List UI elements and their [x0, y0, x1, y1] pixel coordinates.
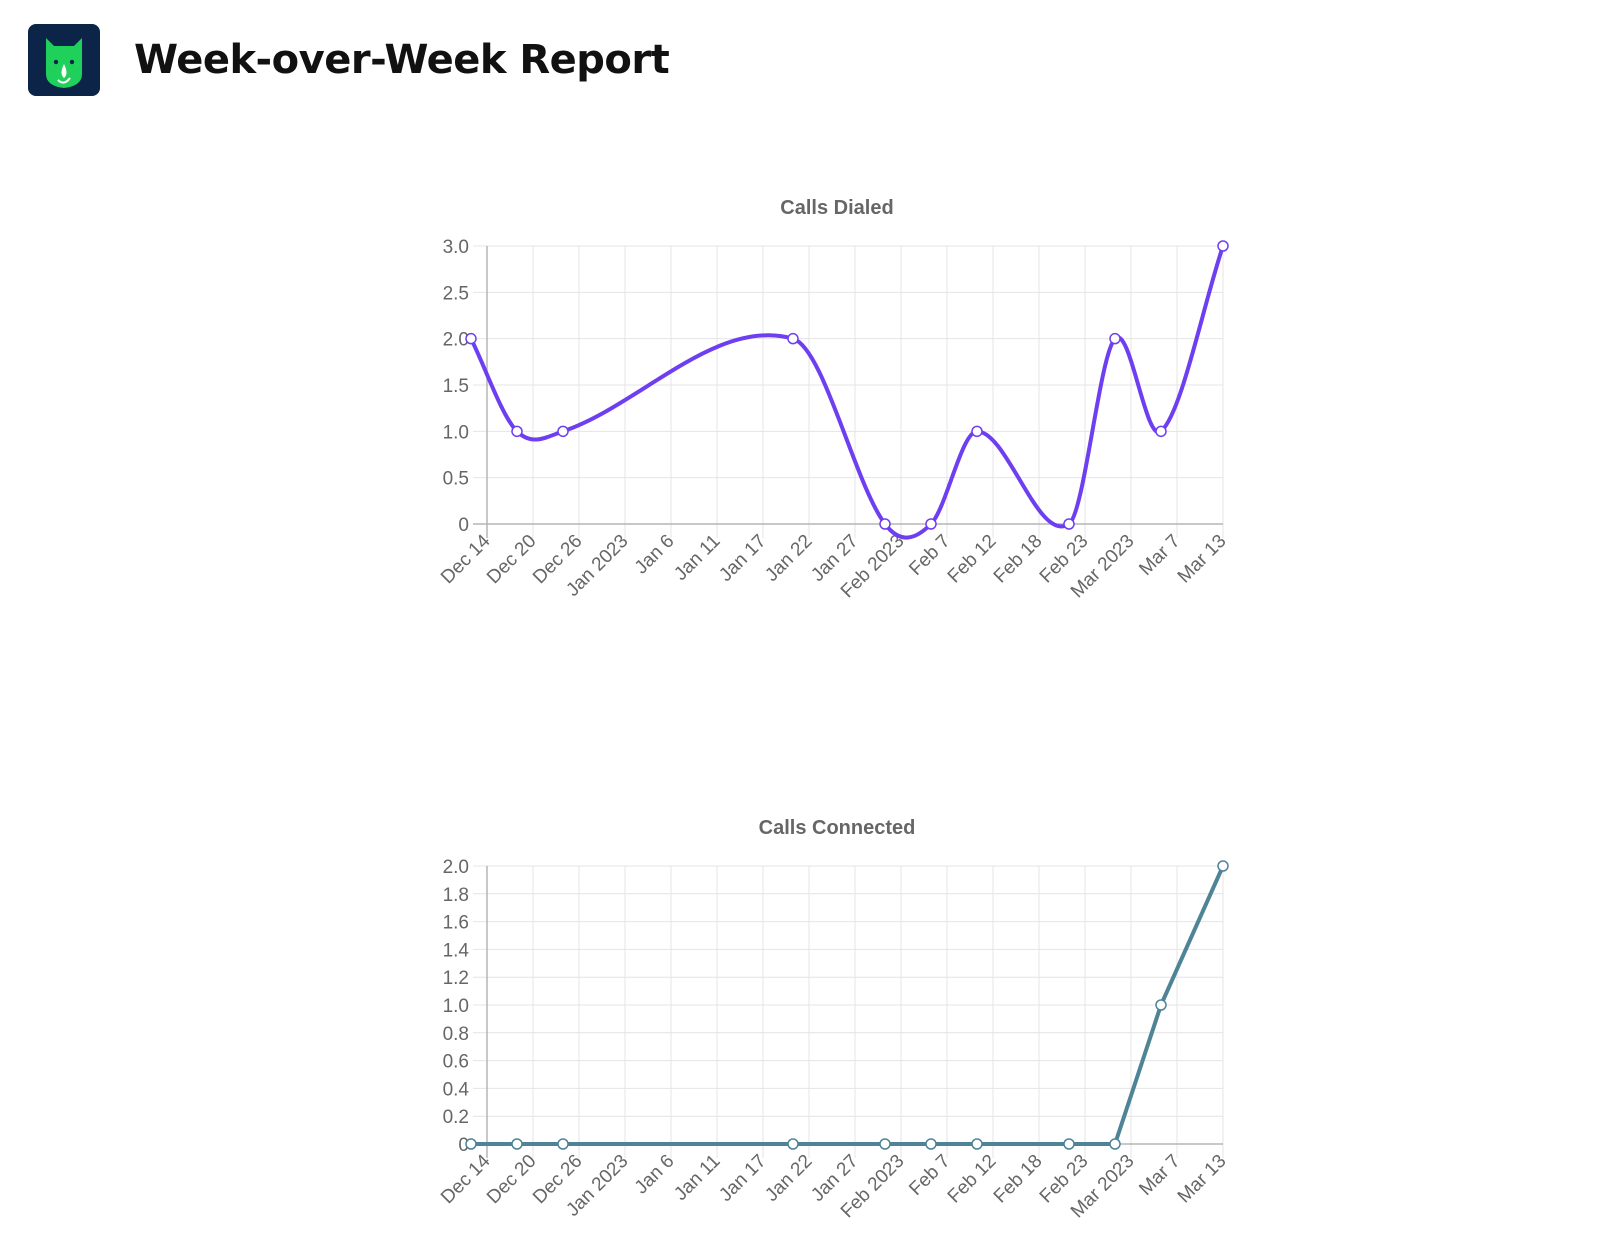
y-tick-label: 1.0	[443, 996, 469, 1017]
y-tick-label: 0.5	[443, 469, 469, 490]
data-point[interactable]	[465, 1138, 477, 1150]
y-tick-label: 0.4	[443, 1079, 470, 1100]
data-point[interactable]	[1109, 1138, 1121, 1150]
y-tick-label: 1.6	[443, 913, 469, 934]
data-point[interactable]	[925, 518, 937, 530]
data-point[interactable]	[465, 332, 477, 345]
x-tick-label: Feb 18	[990, 531, 1047, 588]
data-point[interactable]	[787, 1138, 799, 1150]
x-tick-label: Feb 18	[990, 1151, 1047, 1208]
page-header: Week-over-Week Report	[28, 24, 670, 96]
x-tick-label: Jan 17	[715, 531, 770, 586]
page-title: Week-over-Week Report	[134, 37, 670, 83]
data-point[interactable]	[879, 1138, 891, 1150]
chart0-series-line	[469, 245, 1225, 540]
data-point[interactable]	[557, 425, 569, 438]
x-tick-label: Dec 14	[437, 530, 495, 588]
data-point[interactable]	[787, 332, 799, 345]
y-tick-label: 0.6	[443, 1052, 469, 1073]
y-tick-label: 2.0	[443, 330, 469, 351]
calls-connected-chart: Calls Connected 0 0.2 0.4 0.6 0.8 1.0 1.2 1.4 1.6…	[437, 817, 1231, 1222]
y-tick-label: 1.0	[443, 422, 469, 443]
data-point[interactable]	[925, 1138, 937, 1150]
chart-title: Calls Connected	[759, 817, 916, 839]
y-tick-label: 1.8	[443, 885, 469, 906]
y-tick-label: 1.5	[443, 376, 469, 397]
y-tick-label: 1.2	[443, 968, 469, 989]
y-tick-label: 0.8	[443, 1024, 469, 1045]
x-tick-label: Dec 20	[483, 1151, 540, 1208]
data-point[interactable]	[971, 1138, 983, 1150]
data-point[interactable]	[1155, 999, 1167, 1011]
data-point[interactable]	[1155, 425, 1167, 438]
x-tick-label: Jan 17	[715, 1151, 770, 1206]
chart-title: Calls Dialed	[780, 197, 893, 219]
y-tick-label: 0	[458, 1135, 469, 1156]
y-tick-label: 2.5	[443, 283, 469, 304]
data-point[interactable]	[557, 1138, 569, 1150]
x-tick-label: Mar 13	[1174, 1151, 1231, 1208]
data-point[interactable]	[879, 518, 891, 530]
y-tick-label: 0.2	[443, 1107, 469, 1128]
data-point[interactable]	[971, 425, 983, 438]
data-point[interactable]	[1063, 1138, 1075, 1150]
x-tick-label: Mar 13	[1174, 531, 1231, 588]
data-point[interactable]	[1217, 240, 1229, 252]
x-tick-label: Jan 22	[761, 1151, 816, 1206]
calls-dialed-chart: Calls Dialed 0 0.5 1.0 1.5 2.0 2.5 3.0 Dec 14Dec…	[437, 197, 1231, 602]
data-point[interactable]	[1063, 518, 1075, 530]
x-tick-label: Feb 12	[944, 531, 1001, 588]
y-tick-label: 0	[458, 515, 469, 536]
green-mascot-icon[interactable]	[28, 24, 100, 96]
x-tick-label: Jan 11	[670, 1151, 724, 1205]
data-point[interactable]	[1109, 332, 1121, 345]
data-point[interactable]	[511, 425, 523, 438]
x-tick-label: Jan 11	[670, 531, 724, 585]
y-tick-label: 1.4	[443, 940, 470, 961]
x-tick-label: Dec 14	[437, 1150, 495, 1208]
data-point[interactable]	[1217, 860, 1229, 872]
data-point[interactable]	[511, 1138, 523, 1150]
y-tick-label: 3.0	[443, 237, 469, 258]
x-tick-label: Feb 12	[944, 1151, 1001, 1208]
x-tick-label: Dec 20	[483, 531, 540, 588]
x-tick-label: Jan 22	[761, 531, 816, 586]
y-tick-label: 2.0	[443, 857, 469, 878]
